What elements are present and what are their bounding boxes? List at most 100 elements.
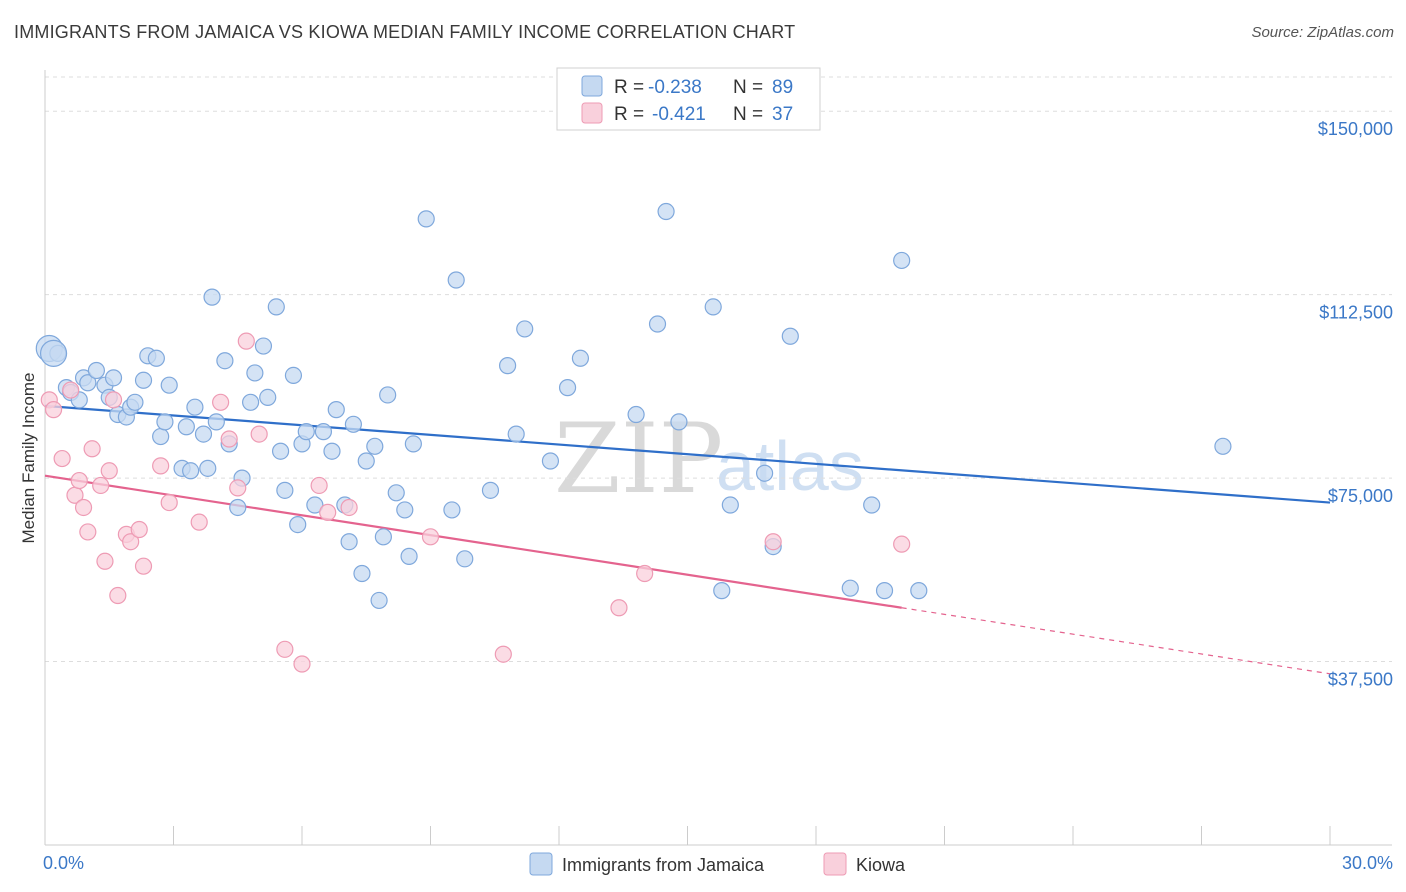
x-tick-labels: 0.0% 30.0% (43, 853, 1393, 873)
bottom-legend-label-jamaica[interactable]: Immigrants from Jamaica (562, 855, 765, 875)
jamaica-point (104, 369, 123, 387)
jamaica-point (177, 418, 195, 436)
jamaica-point (289, 515, 307, 534)
jamaica-point (447, 271, 465, 289)
kiowa-point (893, 535, 911, 553)
kiowa-point (109, 586, 127, 605)
kiowa-point (44, 401, 63, 419)
jamaica-point (194, 425, 213, 443)
kiowa-point (62, 381, 80, 399)
jamaica-point (507, 425, 525, 443)
bottom-legend-swatch-jamaica[interactable] (529, 852, 553, 876)
jamaica-point (271, 442, 290, 460)
jamaica-point (259, 388, 277, 407)
bottom-legend-label-kiowa[interactable]: Kiowa (856, 855, 906, 875)
legend-swatch-jamaica (581, 75, 603, 97)
jamaica-point (246, 364, 264, 382)
jamaica-point (657, 202, 675, 221)
legend-r-label-2: R = (614, 104, 644, 125)
jamaica-point (374, 528, 392, 546)
jamaica-point (627, 405, 645, 424)
kiowa-point (134, 557, 153, 575)
jamaica-point (499, 357, 517, 375)
jamaica-point (379, 386, 397, 404)
chart-title: IMMIGRANTS FROM JAMAICA VS KIOWA MEDIAN … (14, 22, 796, 42)
legend-n-value-1: 89 (772, 77, 793, 98)
jamaica-point (721, 496, 739, 514)
jamaica-point (541, 452, 560, 470)
jamaica-point (216, 352, 234, 370)
jamaica-point (156, 413, 174, 431)
jamaica-point (39, 339, 68, 367)
jamaica-point (314, 423, 333, 441)
jamaica-point (456, 550, 474, 568)
jamaica-point (186, 398, 204, 416)
jamaica-point (207, 413, 225, 431)
legend-n-label-2: N = (733, 104, 763, 125)
jamaica-point (417, 210, 435, 228)
jamaica-point (229, 498, 247, 517)
jamaica-point (713, 582, 731, 600)
bottom-legend-swatch-kiowa[interactable] (823, 852, 847, 876)
jamaica-point (254, 337, 273, 355)
x-tick-label-min: 0.0% (43, 853, 84, 873)
jamaica-point (182, 462, 200, 480)
jamaica-point (648, 315, 667, 333)
legend-n-value-2: 37 (772, 104, 793, 125)
jamaica-point (400, 547, 418, 565)
kiowa-point (92, 476, 110, 495)
kiowa-point (636, 564, 654, 583)
jamaica-point (910, 582, 928, 600)
trendlines (44, 404, 1331, 675)
legend-r-value-2: -0.421 (652, 104, 706, 125)
jamaica-point (366, 437, 384, 455)
kiowa-point (96, 552, 114, 570)
kiowa-point (79, 523, 97, 541)
jamaica-point (893, 251, 911, 270)
jamaica-point (306, 496, 324, 514)
axes (44, 70, 1392, 846)
jamaica-point (87, 361, 106, 380)
kiowa-point (83, 440, 101, 458)
jamaica-point (242, 393, 260, 411)
trendline-kiowa (44, 474, 902, 609)
source-label: Source: ZipAtlas.com (1251, 24, 1394, 41)
jamaica-point (558, 379, 577, 397)
legend-r-value-1: -0.238 (648, 77, 702, 98)
jamaica-point (704, 298, 722, 316)
y-tick-label: $37,500 (1328, 670, 1393, 690)
jamaica-point (276, 481, 294, 499)
trendline-jamaica (44, 404, 1331, 504)
kiowa-point (100, 462, 118, 480)
gridlines (45, 76, 1392, 663)
jamaica-point (323, 442, 341, 460)
kiowa-point (212, 393, 230, 411)
jamaica-point (755, 464, 774, 482)
jamaica-point (863, 496, 881, 514)
jamaica-point (353, 564, 371, 583)
kiowa-point (74, 498, 93, 517)
kiowa-point (340, 498, 358, 517)
jamaica-point (344, 415, 362, 433)
y-tick-label: $75,000 (1328, 486, 1393, 506)
kiowa-point (160, 493, 178, 512)
jamaica-point (781, 327, 799, 345)
kiowa-point (421, 528, 440, 546)
jamaica-point (357, 452, 375, 470)
legend-r-label-1: R = (614, 77, 644, 98)
jamaica-point (79, 374, 97, 392)
bottom-legend[interactable]: Immigrants from Jamaica Kiowa (529, 852, 906, 876)
kiowa-point (130, 520, 148, 539)
jamaica-point (199, 459, 217, 477)
jamaica-point (516, 320, 534, 338)
kiowa-point (70, 471, 88, 490)
jamaica-point (267, 298, 285, 316)
jamaica-point (134, 371, 153, 389)
kiowa-point (237, 332, 255, 350)
jamaica-point (841, 579, 859, 597)
jamaica-point (297, 423, 315, 441)
y-tick-label: $112,500 (1319, 303, 1393, 323)
legend-n-label-1: N = (733, 77, 763, 98)
top-legend: R = -0.238 N = 89 R = -0.421 N = 37 (556, 67, 821, 131)
